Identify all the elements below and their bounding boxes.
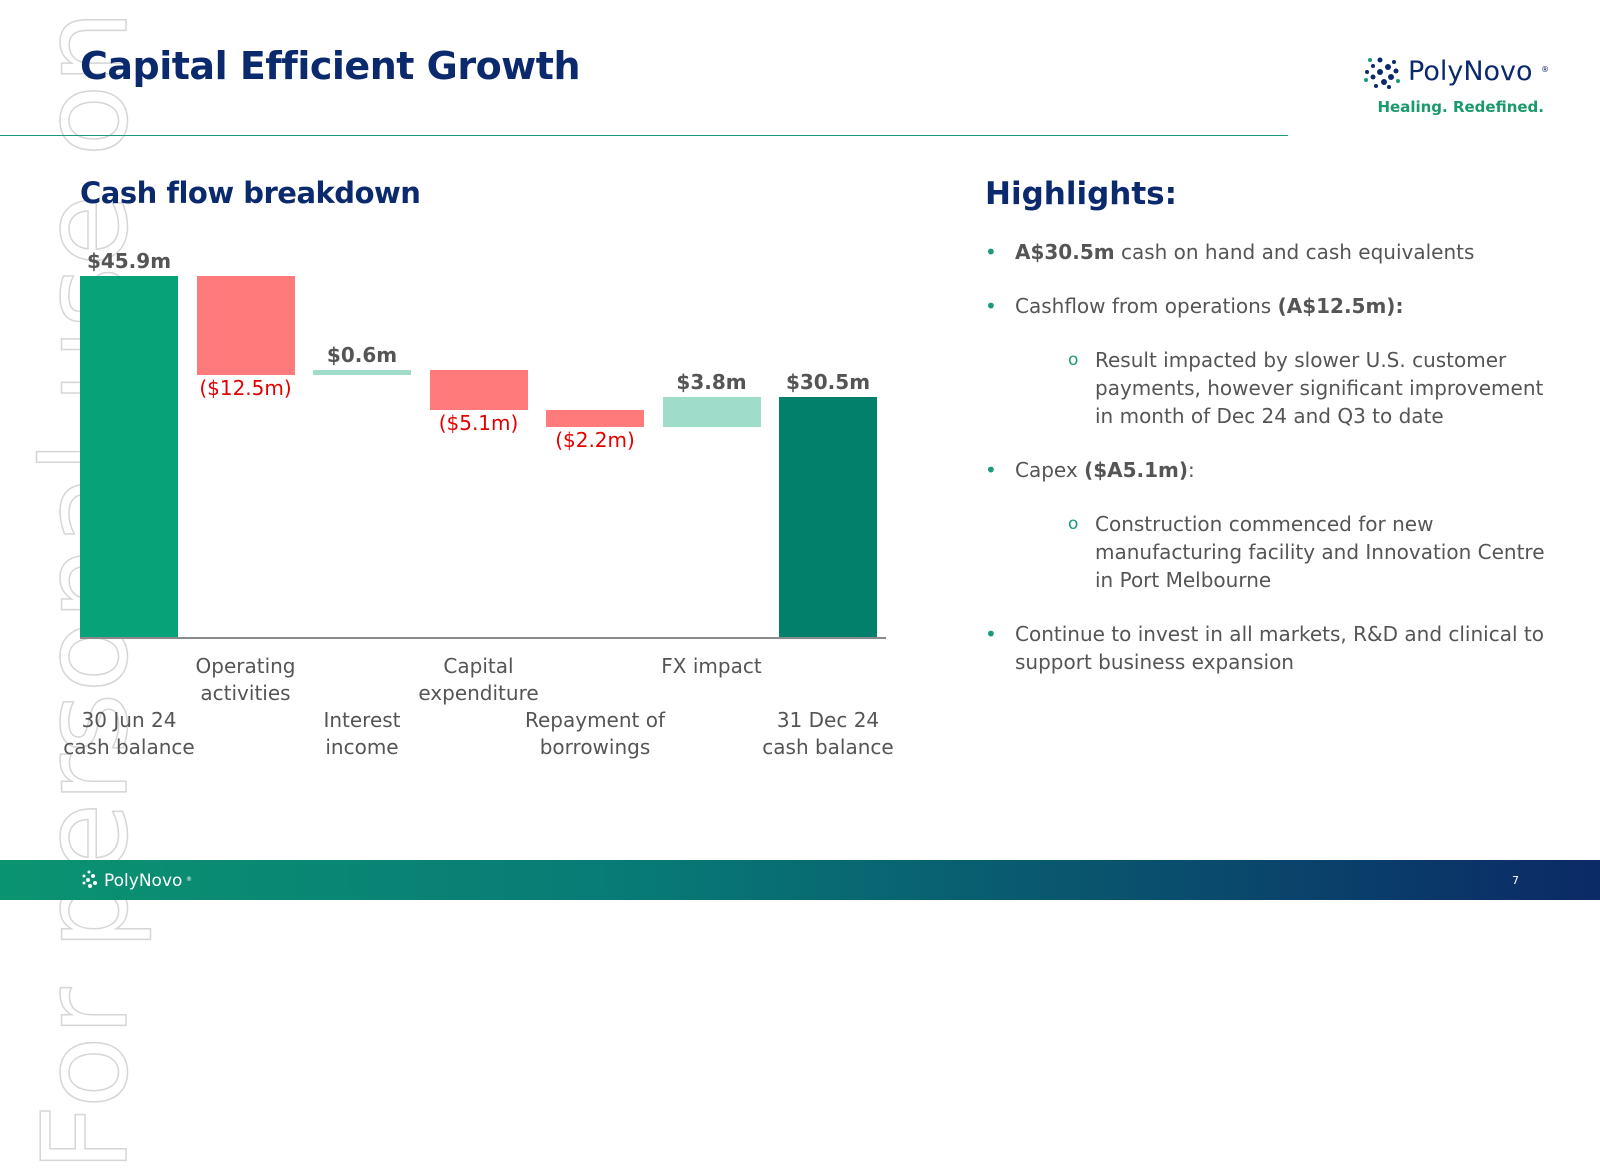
value-label: ($2.2m) <box>555 428 635 453</box>
value-label: $30.5m <box>785 370 871 395</box>
value-label: $45.9m <box>86 249 172 273</box>
x-tick-label: Operating activities <box>195 654 296 705</box>
bold-text: (A$12.5m): <box>1277 294 1404 318</box>
x-axis <box>80 637 886 639</box>
bullet-text: Capex ($A5.1m): <box>1015 458 1195 482</box>
bar <box>662 397 761 428</box>
chart: $45.9m 30 Jun 24 cash balance ($12.5m) Oper… <box>63 249 894 759</box>
logo-icon <box>1365 57 1399 89</box>
page-number: 7 <box>1512 874 1519 887</box>
bullet-text: Continue to invest in all markets, R&D a… <box>1015 622 1544 674</box>
bar <box>779 397 877 638</box>
x-tick-label: 31 Dec 24 cash balance <box>762 708 894 759</box>
x-tick-label: Repayment of borrowings <box>524 708 666 759</box>
header-rule <box>0 135 1288 136</box>
x-tick-label: Capital expenditure <box>418 654 539 705</box>
text: cash on hand and cash equivalents <box>1114 240 1475 264</box>
sub-list: Construction commenced for new manufactu… <box>1015 510 1545 594</box>
text: Continue to invest in all markets, R&D a… <box>1015 622 1544 674</box>
bullet: Cashflow from operations (A$12.5m): Resul… <box>985 292 1545 430</box>
bullet: A$30.5m cash on hand and cash equivalent… <box>985 238 1545 266</box>
value-label: $3.8m <box>676 370 747 395</box>
footer-logo: PolyNovo ® <box>82 870 192 891</box>
bold-text: ($A5.1m) <box>1084 458 1189 482</box>
text: : <box>1188 458 1195 482</box>
header-logo: PolyNovo ® Healing. Redefined. <box>1364 56 1549 116</box>
bullet: Continue to invest in all markets, R&D a… <box>985 620 1545 676</box>
value-label: ($5.1m) <box>438 411 519 436</box>
slide-title: Capital Efficient Growth <box>80 44 581 88</box>
text: Capex <box>1015 458 1085 482</box>
logo-text: PolyNovo <box>1408 56 1533 87</box>
bar <box>196 276 295 375</box>
chart-title: Cash flow breakdown <box>80 176 421 210</box>
sub-bullet: Result impacted by slower U.S. customer … <box>1015 346 1555 430</box>
logo-mark: ® <box>1541 65 1549 74</box>
slide: For personal use only Capital Efficient … <box>0 0 1600 900</box>
x-tick-label: Interest income <box>323 708 401 759</box>
bar <box>546 410 644 428</box>
bullet-text: Cashflow from operations (A$12.5m): <box>1015 294 1403 318</box>
text: Cashflow from operations <box>1015 294 1278 318</box>
tagline: Healing. Redefined. <box>1377 98 1544 116</box>
highlights-list: A$30.5m cash on hand and cash equivalent… <box>985 238 1545 702</box>
highlights-title: Highlights: <box>985 176 1178 212</box>
footer-logo-mark: ® <box>186 876 192 883</box>
bullet-text: A$30.5m cash on hand and cash equivalent… <box>1015 240 1474 264</box>
value-label: ($12.5m) <box>199 375 292 400</box>
footer: PolyNovo ® 7 <box>0 860 1600 900</box>
x-tick-label: FX impact <box>661 654 762 678</box>
bar <box>429 369 528 411</box>
bold-text: A$30.5m <box>1015 240 1115 264</box>
sub-bullet: Construction commenced for new manufactu… <box>1015 510 1555 594</box>
bar <box>80 276 178 638</box>
value-label: $0.6m <box>326 342 398 367</box>
sub-list: Result impacted by slower U.S. customer … <box>1015 346 1545 430</box>
footer-logo-text: PolyNovo <box>104 871 182 891</box>
bar <box>313 369 411 375</box>
bullet: Capex ($A5.1m): Construction commenced fo… <box>985 456 1545 594</box>
x-tick-label: 30 Jun 24 cash balance <box>63 708 195 759</box>
